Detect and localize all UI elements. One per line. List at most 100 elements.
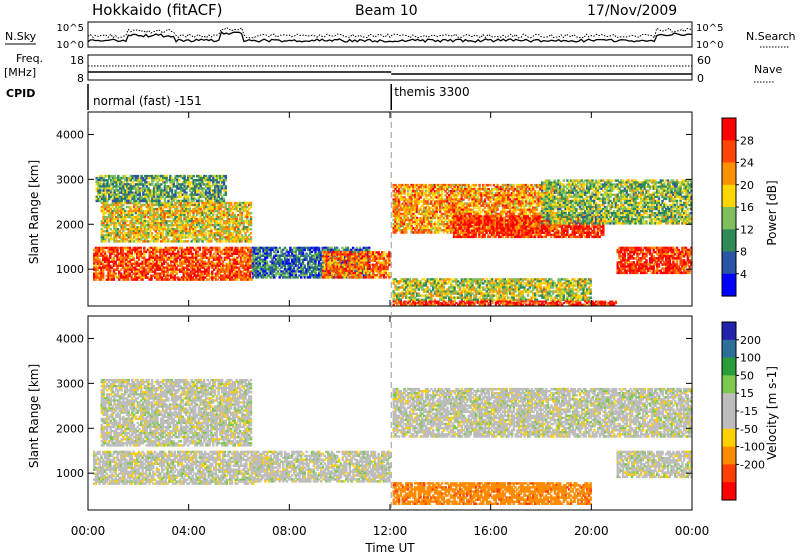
data-cell bbox=[224, 205, 227, 209]
data-cell bbox=[127, 211, 130, 215]
data-cell bbox=[138, 240, 141, 243]
data-cell bbox=[226, 216, 229, 219]
data-cell bbox=[232, 264, 235, 267]
data-cell bbox=[140, 213, 143, 217]
data-cell bbox=[113, 201, 116, 205]
data-cell bbox=[154, 218, 157, 221]
data-cell bbox=[124, 218, 127, 221]
data-cell bbox=[183, 201, 186, 205]
data-cell bbox=[152, 240, 156, 243]
data-cell bbox=[100, 274, 103, 277]
data-cell bbox=[181, 240, 184, 243]
data-cell bbox=[102, 220, 105, 223]
data-cell bbox=[184, 250, 187, 254]
data-cell bbox=[221, 205, 224, 209]
data-cell bbox=[248, 252, 252, 256]
data-cell bbox=[167, 234, 170, 237]
data-cell bbox=[194, 222, 197, 225]
data-cell bbox=[242, 207, 245, 211]
data-cell bbox=[118, 224, 121, 227]
data-cell bbox=[107, 278, 110, 281]
data-cell bbox=[181, 234, 184, 237]
data-cell bbox=[223, 276, 227, 279]
data-cell bbox=[190, 222, 193, 225]
data-cell bbox=[226, 232, 229, 235]
data-cell bbox=[140, 224, 143, 227]
data-cell bbox=[148, 258, 151, 261]
data-cell bbox=[158, 201, 161, 205]
data-cell bbox=[228, 228, 231, 231]
data-cell bbox=[227, 250, 230, 254]
data-cell bbox=[159, 278, 162, 281]
data-cell bbox=[179, 213, 183, 217]
data-cell bbox=[136, 226, 139, 229]
data-cell bbox=[166, 278, 169, 281]
data-cell bbox=[205, 246, 209, 250]
data-cell bbox=[93, 274, 96, 277]
data-cell bbox=[165, 230, 168, 233]
data-cell bbox=[118, 270, 121, 273]
data-cell bbox=[222, 209, 226, 213]
data-cell bbox=[143, 218, 147, 221]
data-cell bbox=[130, 254, 133, 257]
data-cell bbox=[216, 248, 219, 252]
data-cell bbox=[161, 276, 164, 279]
data-cell bbox=[190, 224, 193, 227]
data-cell bbox=[122, 234, 125, 237]
data-cell bbox=[200, 272, 203, 275]
data-cell bbox=[105, 262, 108, 265]
data-cell bbox=[187, 276, 191, 279]
data-cell bbox=[218, 258, 221, 261]
data-cell bbox=[225, 266, 228, 269]
data-cell bbox=[237, 222, 240, 225]
data-cell bbox=[161, 240, 165, 243]
data-cell bbox=[236, 276, 239, 279]
data-cell bbox=[130, 248, 133, 252]
data-cell bbox=[196, 252, 200, 256]
data-cell bbox=[159, 250, 162, 254]
data-cell bbox=[231, 240, 235, 243]
data-cell bbox=[222, 220, 226, 223]
data-cell bbox=[121, 248, 125, 252]
data-cell bbox=[140, 207, 143, 211]
data-cell bbox=[98, 266, 101, 269]
data-cell bbox=[239, 220, 242, 223]
data-cell bbox=[109, 220, 112, 223]
data-cell bbox=[208, 220, 211, 223]
freq-tick-left-top: 18 bbox=[70, 54, 84, 67]
data-cell bbox=[230, 238, 233, 241]
data-cell bbox=[113, 232, 116, 235]
data-cell bbox=[208, 205, 211, 209]
data-cell bbox=[194, 238, 197, 241]
data-cell bbox=[170, 222, 174, 225]
data-cell bbox=[236, 246, 239, 250]
data-cell bbox=[214, 274, 218, 277]
data-cell bbox=[118, 278, 121, 281]
data-cell bbox=[104, 203, 107, 207]
data-cell bbox=[193, 264, 196, 267]
data-cell bbox=[112, 260, 116, 263]
data-cell bbox=[237, 224, 240, 227]
data-cell bbox=[129, 230, 132, 233]
data-cell bbox=[188, 203, 192, 207]
data-cell bbox=[180, 266, 184, 269]
data-cell bbox=[186, 213, 190, 217]
data-cell bbox=[136, 268, 139, 271]
data-cell bbox=[245, 252, 248, 256]
data-cell bbox=[140, 203, 143, 207]
data-cell bbox=[168, 213, 172, 217]
data-cell bbox=[201, 205, 204, 209]
power-region-1 bbox=[100, 201, 253, 243]
data-cell bbox=[201, 201, 204, 205]
data-cell bbox=[104, 224, 107, 227]
data-cell bbox=[187, 260, 191, 263]
data-cell bbox=[134, 274, 137, 277]
data-cell bbox=[100, 207, 103, 211]
data-cell bbox=[234, 270, 237, 273]
data-cell bbox=[96, 254, 99, 257]
data-cell bbox=[132, 240, 136, 243]
data-cell bbox=[132, 268, 135, 271]
data-cell bbox=[206, 205, 209, 209]
data-cell bbox=[219, 238, 222, 241]
data-cell bbox=[230, 272, 234, 275]
